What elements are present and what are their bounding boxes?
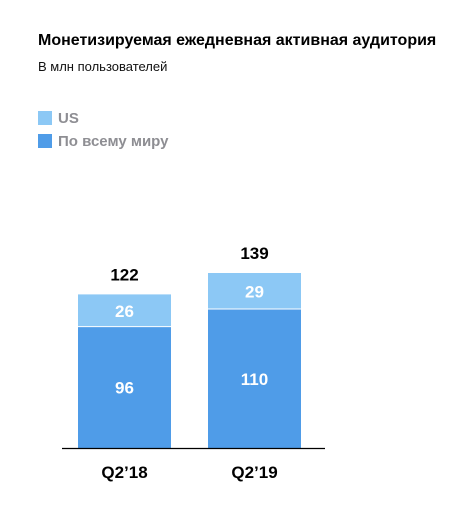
legend: US По всему миру bbox=[38, 107, 168, 153]
bar-total-label: 122 bbox=[110, 265, 138, 284]
bar-value-label: 26 bbox=[115, 302, 134, 321]
legend-item-worldwide: По всему миру bbox=[38, 130, 168, 152]
bar-worldwide-0 bbox=[78, 327, 171, 448]
legend-label-worldwide: По всему миру bbox=[58, 132, 169, 150]
bar-total-label: 139 bbox=[240, 244, 268, 263]
legend-label-us: US bbox=[58, 109, 79, 127]
legend-swatch-worldwide bbox=[38, 134, 52, 148]
bar-us-0 bbox=[78, 294, 171, 327]
legend-swatch-us bbox=[38, 111, 52, 125]
bar-value-label: 110 bbox=[241, 370, 268, 389]
bar-value-label: 29 bbox=[245, 282, 264, 301]
category-label: Q2’19 bbox=[231, 463, 277, 482]
chart-subtitle: В млн пользователей bbox=[38, 59, 168, 74]
legend-item-us: US bbox=[38, 107, 168, 129]
bar-value-label: 96 bbox=[115, 379, 134, 398]
category-label: Q2’18 bbox=[101, 463, 147, 482]
bar-worldwide-1 bbox=[208, 309, 301, 448]
chart-title: Монетизируемая ежедневная активная аудит… bbox=[38, 32, 437, 49]
bar-us-1 bbox=[208, 273, 301, 309]
